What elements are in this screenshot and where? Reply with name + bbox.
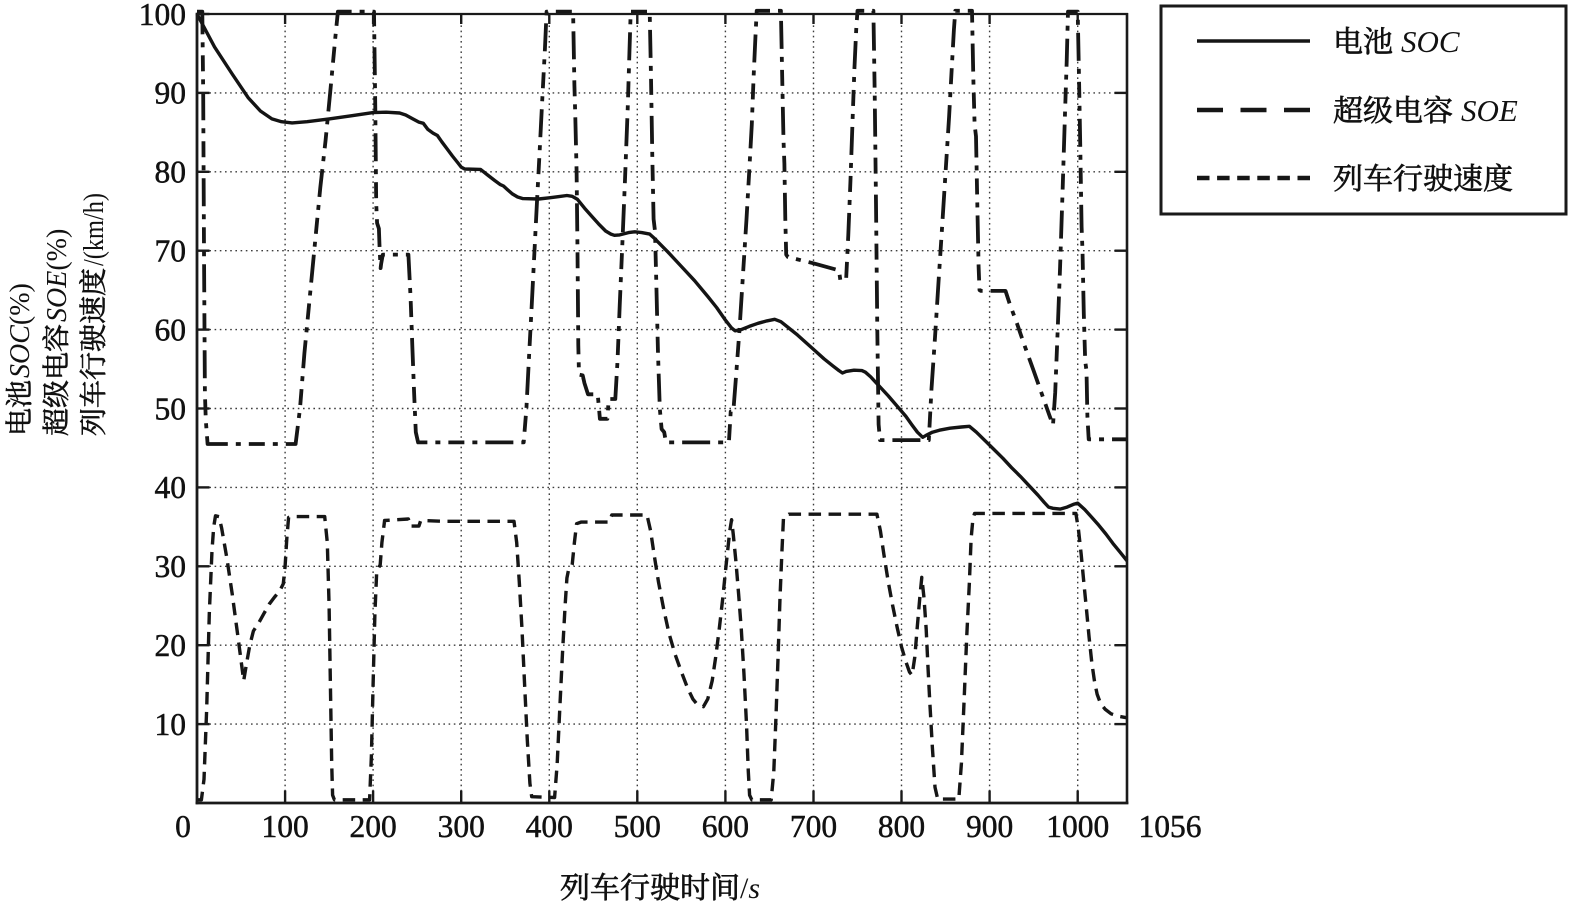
svg-text:30: 30 — [155, 549, 187, 584]
svg-text:20: 20 — [155, 628, 187, 663]
svg-text:40: 40 — [155, 470, 187, 505]
svg-text:700: 700 — [790, 809, 837, 844]
svg-text:500: 500 — [614, 809, 661, 844]
svg-text:1000: 1000 — [1046, 809, 1109, 844]
svg-text:100: 100 — [261, 809, 308, 844]
svg-text:400: 400 — [526, 809, 573, 844]
svg-text:0: 0 — [175, 809, 191, 844]
svg-text:200: 200 — [349, 809, 396, 844]
svg-text:SOE: SOE — [1461, 93, 1518, 128]
svg-text:SOC(%): SOC(%) — [5, 283, 36, 378]
svg-text:900: 900 — [966, 809, 1013, 844]
svg-text:70: 70 — [155, 234, 187, 269]
svg-text:1056: 1056 — [1139, 809, 1202, 844]
svg-text:SOE(%): SOE(%) — [42, 229, 73, 322]
svg-text:800: 800 — [878, 809, 925, 844]
svg-text:/(km/h): /(km/h) — [79, 193, 110, 266]
svg-text:100: 100 — [139, 0, 186, 32]
svg-text:90: 90 — [155, 76, 187, 111]
svg-text:50: 50 — [155, 391, 187, 426]
svg-text:SOC: SOC — [1401, 24, 1460, 59]
svg-text:/s: /s — [740, 872, 760, 905]
svg-text:300: 300 — [438, 809, 485, 844]
svg-text:60: 60 — [155, 312, 187, 347]
svg-text:600: 600 — [702, 809, 749, 844]
svg-text:10: 10 — [155, 707, 187, 742]
svg-text:80: 80 — [155, 155, 187, 190]
